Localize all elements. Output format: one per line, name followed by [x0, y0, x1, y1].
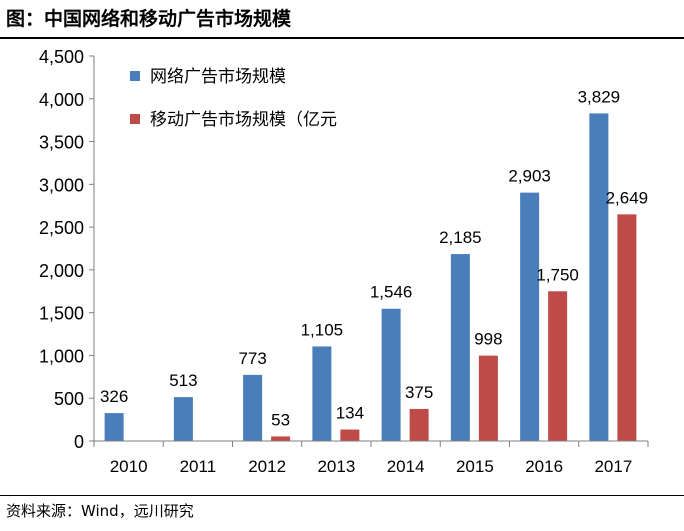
x-tick-label: 2012 [248, 457, 286, 476]
y-tick-label: 1,000 [39, 346, 84, 366]
y-tick-label: 0 [74, 432, 84, 452]
bar-mobile-ad [340, 429, 360, 441]
data-label: 2,185 [439, 228, 482, 247]
y-tick-label: 4,000 [39, 90, 84, 110]
y-tick-label: 3,000 [39, 175, 84, 195]
data-label: 326 [100, 387, 128, 406]
bar-mobile-ad [617, 214, 637, 441]
data-label: 53 [271, 410, 290, 429]
y-tick-label: 500 [54, 389, 84, 409]
x-tick-label: 2015 [456, 457, 494, 476]
x-tick-label: 2013 [317, 457, 355, 476]
bar-online-ad [104, 413, 124, 441]
bar-online-ad [520, 192, 540, 441]
bar-online-ad [589, 113, 609, 441]
bar-mobile-ad [409, 408, 429, 441]
x-tick-label: 2011 [180, 457, 217, 476]
legend-label: 移动广告市场规模（亿元 [150, 110, 337, 130]
bar-online-ad [381, 308, 401, 441]
chart-title: 图：中国网络和移动广告市场规模 [6, 8, 292, 30]
y-tick-label: 1,500 [39, 304, 84, 324]
y-tick-label: 4,500 [39, 47, 84, 67]
data-label: 1,105 [301, 320, 344, 339]
data-label: 2,903 [508, 167, 551, 186]
data-label: 513 [169, 371, 197, 390]
legend-label: 网络广告市场规模 [150, 67, 286, 87]
data-label: 773 [238, 349, 266, 368]
data-label: 998 [474, 330, 502, 349]
y-tick-label: 2,500 [39, 218, 84, 238]
bar-mobile-ad [478, 355, 498, 441]
bar-mobile-ad [271, 436, 291, 441]
bar-online-ad [312, 346, 332, 441]
bar-online-ad [450, 254, 470, 441]
y-tick-label: 3,500 [39, 133, 84, 153]
title-divider [0, 37, 684, 39]
x-tick-label: 2017 [594, 457, 632, 476]
legend-swatch [130, 71, 140, 81]
bar-online-ad [173, 397, 193, 441]
bar-mobile-ad [548, 291, 568, 441]
x-tick-label: 2014 [387, 457, 425, 476]
data-label: 1,750 [536, 265, 579, 284]
bar-chart: 0 500 1,000 1,500 2,000 2,500 3,000 3,500 4,000 4… [39, 47, 649, 476]
x-tick-label: 2010 [110, 457, 148, 476]
source-divider [0, 495, 684, 496]
legend-swatch [130, 114, 140, 124]
y-tick-label: 2,000 [39, 261, 84, 281]
data-label: 3,829 [578, 87, 621, 106]
x-tick-label: 2016 [525, 457, 563, 476]
data-label: 2,649 [606, 188, 649, 207]
data-label: 1,546 [370, 283, 413, 302]
source-note: 资料来源：Wind，远川研究 [6, 502, 194, 520]
bar-online-ad [243, 374, 263, 441]
data-label: 375 [405, 383, 433, 402]
data-label: 134 [336, 404, 364, 423]
